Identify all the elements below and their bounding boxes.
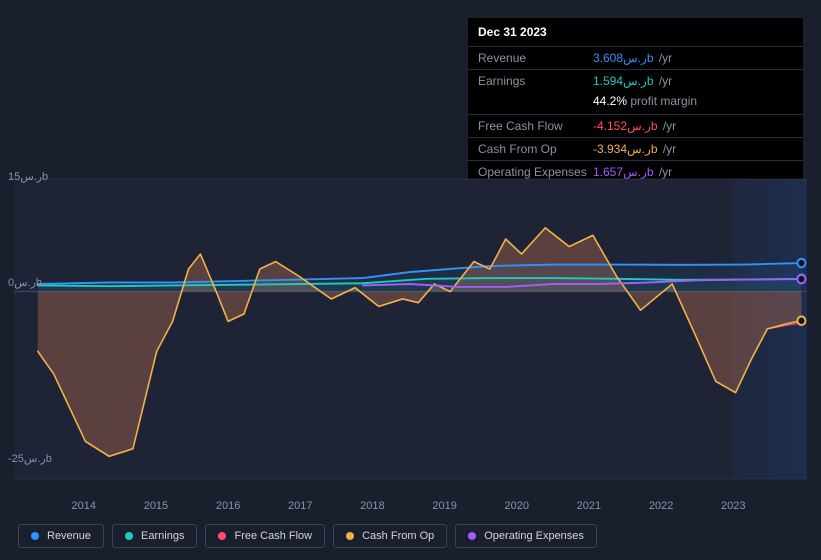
legend-label: Cash From Op — [362, 530, 434, 542]
chart-tooltip: Dec 31 2023 Revenue3.608ر.سb /yrEarnings… — [468, 18, 803, 183]
legend-label: Free Cash Flow — [234, 530, 312, 542]
legend-item[interactable]: Revenue — [18, 524, 104, 548]
legend-swatch — [218, 532, 226, 540]
legend-swatch — [125, 532, 133, 540]
legend-swatch — [346, 532, 354, 540]
x-axis-year: 2022 — [649, 500, 673, 512]
x-axis-year: 2021 — [577, 500, 601, 512]
y-axis-label: 15ر.سb — [8, 170, 48, 183]
line-area-chart — [14, 160, 807, 500]
chart-legend: Revenue Earnings Free Cash Flow Cash From O… — [18, 524, 597, 548]
legend-label: Earnings — [141, 530, 184, 542]
tooltip-metric-value: 3.608ر.سb /yr — [593, 51, 793, 65]
tooltip-row: Earnings1.594ر.سb /yr — [468, 69, 803, 92]
tooltip-metric-label: Free Cash Flow — [478, 119, 593, 133]
tooltip-row: Cash From Op-3.934ر.سb /yr — [468, 137, 803, 160]
tooltip-row: Free Cash Flow-4.152ر.سb /yr — [468, 114, 803, 137]
chart-plot-area — [14, 160, 807, 500]
legend-label: Operating Expenses — [484, 530, 584, 542]
tooltip-metric-value: -3.934ر.سb /yr — [593, 142, 793, 156]
legend-swatch — [31, 532, 39, 540]
x-axis-year: 2023 — [721, 500, 745, 512]
x-axis-year: 2015 — [144, 500, 168, 512]
tooltip-sub-row: 44.2% profit margin — [468, 92, 803, 114]
tooltip-metric-label: Cash From Op — [478, 142, 593, 156]
legend-item[interactable]: Cash From Op — [333, 524, 447, 548]
x-axis-year: 2020 — [505, 500, 529, 512]
tooltip-metric-value: -4.152ر.سb /yr — [593, 119, 793, 133]
legend-item[interactable]: Operating Expenses — [455, 524, 597, 548]
x-axis-year: 2019 — [432, 500, 456, 512]
tooltip-date: Dec 31 2023 — [468, 18, 803, 46]
tooltip-metric-value: 1.594ر.سb /yr — [593, 74, 793, 88]
x-axis-year: 2014 — [72, 500, 96, 512]
x-axis-labels: 2014 2015 2016 2017 2018 2019 2020 2021 2022 2023 — [14, 500, 807, 516]
x-axis-year: 2018 — [360, 500, 384, 512]
tooltip-metric-label: Earnings — [478, 74, 593, 88]
tooltip-metric-label: Revenue — [478, 51, 593, 65]
tooltip-row: Revenue3.608ر.سb /yr — [468, 46, 803, 69]
y-axis-label: -25ر.سb — [8, 452, 52, 465]
legend-item[interactable]: Free Cash Flow — [205, 524, 325, 548]
legend-item[interactable]: Earnings — [112, 524, 197, 548]
y-axis-label: 0ر.سb — [8, 276, 42, 289]
legend-swatch — [468, 532, 476, 540]
legend-label: Revenue — [47, 530, 91, 542]
x-axis-year: 2016 — [216, 500, 240, 512]
x-axis-year: 2017 — [288, 500, 312, 512]
